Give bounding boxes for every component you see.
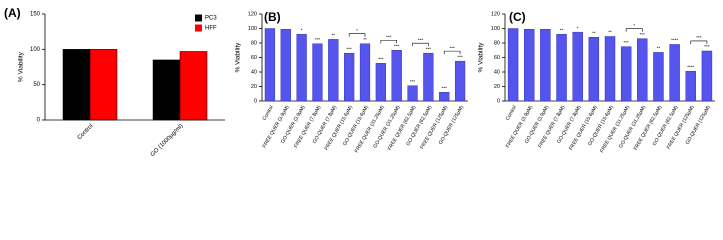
significance-label: ***: [624, 40, 630, 45]
y-tick-label: 100: [30, 47, 41, 53]
legend-label: HFF: [205, 26, 217, 32]
significance-label: **: [332, 33, 336, 38]
significance-label: **: [608, 30, 612, 35]
significance-label: ****: [671, 38, 678, 43]
y-tick-label: 20: [251, 84, 257, 90]
bar: [359, 43, 371, 102]
y-tick-label: 120: [491, 11, 500, 17]
significance-label: **: [592, 30, 596, 35]
bracket-label: ***: [450, 45, 456, 50]
bar: [439, 92, 450, 102]
significance-label: **: [657, 46, 661, 51]
bracket-label: *: [633, 23, 635, 28]
x-tick-label: Control: [77, 123, 95, 141]
bar: [637, 38, 648, 102]
bar: [604, 36, 616, 102]
legend-label: PC3: [205, 16, 217, 22]
significance-label: ***: [394, 43, 400, 48]
significance-label: *: [577, 25, 579, 30]
legend-swatch: [195, 14, 202, 22]
significance-label: ***: [442, 85, 448, 90]
bar: [572, 31, 583, 102]
bar: [375, 63, 386, 102]
significance-label: **: [560, 27, 564, 32]
bar: [653, 52, 664, 102]
bar: [296, 34, 307, 102]
significance-label: ***: [315, 37, 321, 42]
significance-label: ***: [704, 44, 710, 49]
significance-label: ***: [640, 32, 646, 37]
bar: [89, 49, 118, 121]
significance-bracket: [625, 28, 643, 32]
y-axis-label: % Viability: [478, 42, 485, 73]
bar: [391, 50, 402, 102]
significance-bracket: [443, 50, 461, 55]
legend-swatch: [195, 24, 202, 32]
figure: (A) % Viability 0 50 100 150 Control GO (1000µg…: [4, 6, 715, 158]
y-tick-label: 120: [248, 11, 257, 17]
significance-label: ***: [378, 56, 384, 61]
bar: [524, 29, 535, 102]
significance-label: **: [363, 37, 367, 42]
bar: [454, 60, 466, 102]
bar: [423, 52, 434, 102]
bracket-label: ***: [696, 35, 702, 40]
significance-bracket: [412, 42, 429, 47]
y-tick-label: 20: [494, 84, 500, 90]
y-tick-label: 40: [251, 69, 257, 75]
y-tick-label: 100: [248, 26, 257, 32]
bar: [507, 28, 519, 102]
bar: [540, 29, 551, 102]
significance-label: ***: [410, 79, 416, 84]
y-tick-label: 150: [30, 12, 41, 18]
significance-label: ***: [457, 54, 463, 59]
bar: [701, 50, 713, 102]
bar: [312, 43, 323, 102]
x-tick-label: FREE QUER (31.25µM): [354, 104, 386, 154]
y-axis-label: % Viability: [18, 51, 25, 82]
significance-label: ***: [426, 46, 432, 51]
x-tick-label: GO (1000µg/ml): [150, 123, 185, 158]
y-tick-label: 80: [251, 40, 257, 46]
y-tick-label: 60: [494, 55, 500, 61]
bar: [62, 49, 91, 121]
bar: [179, 51, 208, 121]
y-tick-label: 0: [254, 98, 257, 104]
x-tick-label: FREE QUER (31.25µM): [599, 104, 631, 154]
panel-title: (A): [4, 6, 21, 20]
significance-bracket: [690, 40, 708, 44]
y-tick-label: 100: [491, 26, 500, 32]
bar: [280, 29, 291, 102]
x-tick-label: Control: [262, 105, 275, 122]
bar: [152, 59, 181, 121]
panel-title: (B): [264, 10, 281, 24]
y-tick-label: 60: [251, 55, 257, 61]
bar: [620, 46, 632, 102]
bar: [328, 39, 339, 102]
y-axis-label: % Viability: [235, 42, 242, 73]
y-tick-label: 0: [37, 118, 41, 124]
significance-label: ****: [687, 64, 694, 69]
bar: [407, 85, 418, 102]
bracket-label: ***: [418, 37, 424, 42]
y-tick-label: 0: [497, 98, 500, 104]
significance-label: *: [301, 27, 303, 32]
bar: [264, 28, 276, 102]
bracket-label: *: [356, 28, 358, 33]
significance-label: ***: [347, 46, 353, 51]
bar: [669, 44, 680, 102]
bar: [685, 71, 696, 102]
bar: [556, 34, 567, 102]
panel-title: (C): [509, 10, 526, 24]
y-tick-label: 80: [494, 40, 500, 46]
x-tick-label: Control: [505, 105, 518, 122]
bar: [588, 37, 600, 102]
bracket-label: ***: [386, 34, 392, 39]
y-tick-label: 40: [494, 69, 500, 75]
significance-bracket: [348, 33, 366, 37]
y-tick-label: 50: [33, 82, 40, 88]
significance-bracket: [380, 39, 397, 44]
bar: [344, 52, 355, 102]
